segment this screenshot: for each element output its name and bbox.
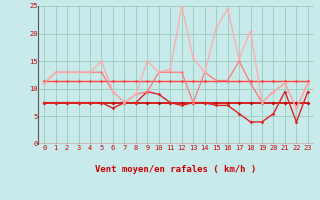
X-axis label: Vent moyen/en rafales ( km/h ): Vent moyen/en rafales ( km/h ): [95, 165, 257, 174]
